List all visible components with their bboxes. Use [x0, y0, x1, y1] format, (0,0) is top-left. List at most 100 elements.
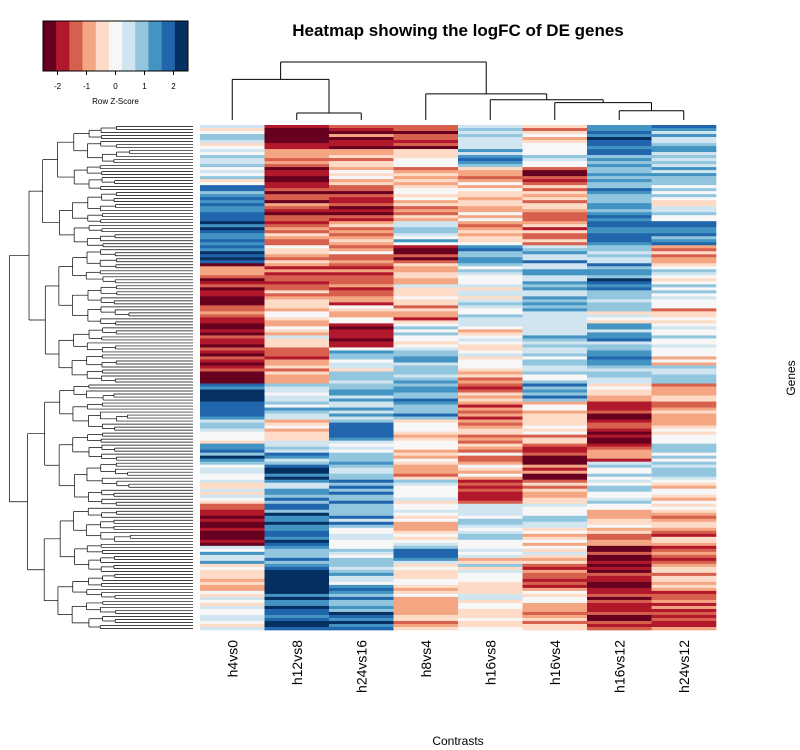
heatmap-cell: [587, 155, 652, 159]
heatmap-cell: [587, 428, 652, 432]
column-label: h12vs8: [289, 640, 305, 685]
heatmap-cell: [458, 251, 523, 255]
heatmap-cell: [651, 389, 717, 393]
heatmap-cell: [651, 134, 717, 138]
heatmap-cell: [458, 242, 523, 246]
color-key-swatch: [174, 21, 189, 71]
heatmap-cell: [393, 527, 459, 532]
heatmap-cell: [587, 455, 652, 460]
heatmap-cell: [200, 545, 265, 550]
heatmap-cell: [522, 626, 588, 631]
heatmap-cell: [651, 566, 717, 571]
heatmap-cell: [651, 164, 717, 168]
heatmap-cell: [651, 146, 717, 150]
heatmap-cell: [458, 323, 523, 327]
heatmap-cell: [522, 257, 588, 261]
heatmap-cell: [264, 179, 330, 183]
heatmap-cell: [329, 137, 394, 141]
heatmap-cell: [587, 536, 652, 541]
heatmap-cell: [458, 614, 523, 619]
heatmap-cell: [587, 587, 652, 592]
heatmap-cell: [522, 551, 588, 556]
heatmap-cell: [651, 446, 717, 450]
heatmap-cell: [587, 431, 652, 435]
heatmap-cell: [458, 236, 523, 240]
heatmap-cell: [522, 560, 588, 565]
heatmap-cell: [458, 197, 523, 201]
heatmap-cell: [329, 272, 394, 276]
heatmap-cell: [264, 338, 330, 342]
heatmap-cell: [587, 305, 652, 309]
heatmap-cell: [522, 332, 588, 336]
heatmap-cell: [651, 584, 717, 589]
heatmap-cell: [329, 257, 394, 261]
heatmap-cell: [329, 377, 394, 381]
heatmap-cell: [651, 284, 717, 288]
heatmap-cell: [264, 200, 330, 204]
heatmap-cell: [393, 590, 459, 595]
heatmap-cell: [264, 158, 330, 162]
heatmap-cell: [522, 272, 588, 276]
heatmap-cell: [522, 185, 588, 189]
heatmap-cell: [393, 437, 459, 441]
heatmap-cell: [587, 281, 652, 285]
heatmap-cell: [264, 416, 330, 420]
heatmap-cell: [651, 263, 717, 267]
heatmap-cell: [458, 257, 523, 261]
heatmap-cell: [458, 149, 523, 153]
heatmap-cell: [200, 134, 265, 138]
heatmap-cell: [200, 491, 265, 496]
heatmap-cell: [264, 323, 330, 327]
heatmap-cell: [329, 209, 394, 213]
heatmap-cell: [329, 605, 394, 610]
heatmap-cell: [458, 581, 523, 586]
heatmap-cell: [458, 359, 523, 363]
heatmap-cell: [587, 188, 652, 192]
heatmap-cell: [264, 491, 330, 496]
heatmap-cell: [651, 266, 717, 270]
heatmap-cell: [329, 584, 394, 589]
heatmap-cell: [522, 164, 588, 168]
heatmap-cell: [393, 143, 459, 147]
heatmap-cell: [200, 446, 265, 450]
heatmap-cell: [522, 602, 588, 607]
heatmap-cell: [458, 494, 523, 499]
color-key-swatch: [43, 21, 57, 71]
heatmap-cell: [329, 500, 394, 505]
heatmap-cell: [264, 512, 330, 517]
heatmap-cell: [587, 485, 652, 490]
heatmap-cell: [587, 368, 652, 372]
heatmap-cell: [329, 512, 394, 517]
heatmap-cell: [329, 596, 394, 601]
heatmap-cell: [329, 179, 394, 183]
heatmap-cell: [393, 239, 459, 243]
heatmap-cell: [458, 488, 523, 493]
heatmap-cell: [200, 455, 265, 460]
heatmap-cell: [264, 197, 330, 201]
heatmap-cell: [200, 464, 265, 469]
heatmap-cell: [393, 218, 459, 222]
heatmap-cell: [393, 548, 459, 553]
heatmap-cell: [522, 326, 588, 330]
heatmap-cell: [200, 500, 265, 505]
heatmap-cell: [264, 440, 330, 444]
heatmap-cell: [458, 503, 523, 508]
heatmap-cell: [200, 287, 265, 291]
heatmap-cell: [393, 377, 459, 381]
heatmap-cell: [522, 398, 588, 402]
heatmap-cell: [329, 140, 394, 144]
heatmap-cell: [458, 125, 523, 129]
heatmap-cell: [587, 608, 652, 613]
heatmap-cell: [329, 593, 394, 598]
heatmap-cell: [522, 308, 588, 312]
heatmap-cell: [587, 218, 652, 222]
heatmap-cell: [393, 152, 459, 156]
heatmap-cell: [393, 473, 459, 478]
heatmap-cell: [651, 275, 717, 279]
heatmap-cell: [522, 242, 588, 246]
heatmap-cell: [587, 227, 652, 231]
heatmap-cell: [329, 227, 394, 231]
heatmap-cell: [522, 320, 588, 324]
heatmap-cell: [393, 191, 459, 195]
heatmap-cell: [393, 167, 459, 171]
